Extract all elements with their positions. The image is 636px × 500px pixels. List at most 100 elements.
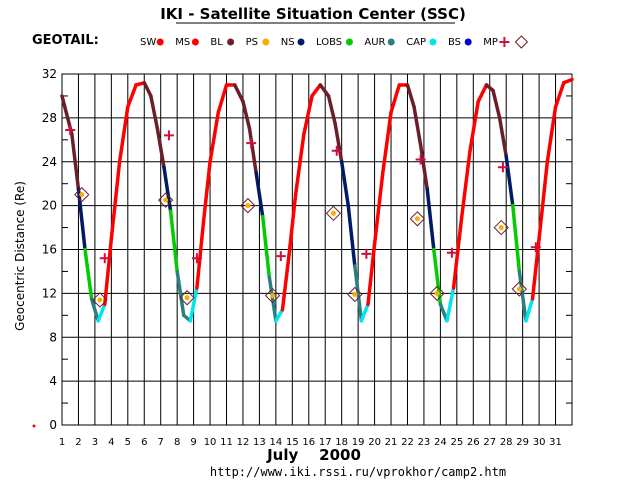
ps-dot	[79, 192, 85, 198]
x-tick-label: 27	[483, 437, 496, 448]
plot-area	[60, 77, 574, 323]
orbit-segment	[545, 105, 558, 164]
orbit-segment	[162, 165, 173, 213]
orbit-segment	[326, 94, 337, 126]
legend-label: PS	[246, 37, 258, 48]
x-tick-label: 21	[385, 437, 398, 448]
orbit-segment	[504, 154, 515, 208]
ps-dot	[516, 286, 522, 292]
x-tick-label: 2	[75, 437, 81, 448]
legend-label: CAP	[406, 37, 426, 48]
orbit-segment	[451, 214, 464, 290]
orbit-segment	[432, 247, 443, 307]
orbit-segment	[117, 105, 130, 164]
x-tick-label: 22	[401, 437, 414, 448]
ps-dot	[330, 210, 336, 216]
orbit-segment	[254, 170, 265, 219]
ps-dot	[434, 290, 440, 296]
legend-marker-cross	[499, 37, 510, 47]
diamond-marker	[493, 219, 509, 236]
legend: SW MS BL PS NS LOBS AUR CAP BS MP	[140, 35, 529, 49]
x-tick-label: 1	[59, 437, 65, 448]
orbit-segment	[142, 81, 153, 98]
orbit-segment	[83, 247, 94, 301]
x-tick-label: 12	[237, 437, 250, 448]
mp-marker	[446, 247, 457, 258]
legend-label: MS	[175, 37, 190, 48]
orbit-segment	[553, 81, 566, 109]
y-tick-label: 28	[42, 111, 57, 125]
orbit-segment	[445, 286, 456, 323]
mp-marker	[99, 253, 110, 264]
x-tick-label: 15	[286, 437, 299, 448]
diamond-marker	[74, 186, 90, 203]
mp-marker	[361, 248, 372, 259]
diamond-marker	[179, 290, 195, 306]
x-tick-label: 14	[270, 437, 283, 448]
grid	[61, 73, 573, 426]
x-tick-label: 9	[190, 437, 196, 448]
y-tick-label: 32	[42, 67, 57, 81]
orbit-segment	[353, 264, 364, 323]
y-tick-label: 0	[49, 418, 57, 432]
orbit-segment	[381, 110, 393, 175]
orbit-segment	[280, 253, 291, 312]
orbit-segment	[168, 209, 179, 274]
orbit-segment	[70, 132, 81, 191]
orbit-segment	[366, 242, 377, 307]
x-tick-label: 10	[204, 437, 217, 448]
orbit-segment	[267, 275, 278, 323]
x-tick-label: 4	[108, 437, 114, 448]
x-tick-label: 7	[158, 437, 164, 448]
orbit-segment	[76, 187, 87, 252]
diamond-marker	[240, 197, 256, 214]
diamond-marker	[157, 192, 174, 208]
orbit-segment	[530, 236, 541, 301]
legend-marker	[191, 38, 199, 46]
diamond-marker	[429, 285, 445, 302]
x-tick-label: 31	[549, 437, 562, 448]
y-tick-label: 20	[42, 199, 57, 213]
diamond-marker	[325, 205, 342, 222]
x-tick-label: 29	[516, 437, 529, 448]
x-tick-label: 18	[335, 437, 348, 448]
footer-url: http://www.iki.rssi.ru/vprokhor/camp2.ht…	[210, 465, 506, 479]
orbit-segment	[109, 160, 122, 241]
legend-marker	[227, 38, 235, 46]
mp-marker	[530, 242, 541, 253]
x-tick-label: 24	[434, 437, 447, 448]
orbit-segment	[274, 308, 285, 323]
y-axis-label: Geocentric Distance (Re)	[13, 181, 27, 331]
orbit-segment	[412, 105, 423, 148]
legend-label: AUR	[364, 37, 385, 48]
mp-marker	[331, 145, 342, 156]
orbit-segment	[318, 83, 331, 98]
orbit-segment	[372, 170, 385, 246]
y-tick-label: 8	[49, 330, 57, 344]
orbit-segment	[302, 94, 314, 137]
orbit-segment	[333, 121, 344, 164]
y-tick-label: 4	[49, 374, 57, 388]
legend-marker	[262, 38, 270, 46]
ps-dot	[163, 197, 169, 203]
legend-label: BL	[210, 37, 223, 48]
mp-marker	[65, 124, 76, 135]
orbit-segment	[201, 160, 212, 224]
orbit-segment	[476, 83, 489, 104]
orbit-segment	[155, 127, 166, 169]
orbit-segment	[562, 77, 574, 85]
x-tick-label: 25	[450, 437, 463, 448]
x-tick-label: 3	[92, 437, 98, 448]
orbit-segment	[287, 192, 298, 257]
y-tick-label: 16	[42, 243, 57, 257]
x-tick-label: 30	[533, 437, 546, 448]
orbit-segment	[339, 160, 351, 208]
x-tick-label: 17	[319, 437, 332, 448]
orbit-segment	[175, 269, 186, 318]
orbit-segment	[216, 83, 229, 115]
legend-label: LOBS	[316, 37, 342, 48]
x-tick-label: 11	[220, 437, 233, 448]
legend-marker	[387, 38, 395, 46]
y-tick-label: 24	[42, 155, 57, 169]
orbit-segment	[460, 149, 472, 219]
